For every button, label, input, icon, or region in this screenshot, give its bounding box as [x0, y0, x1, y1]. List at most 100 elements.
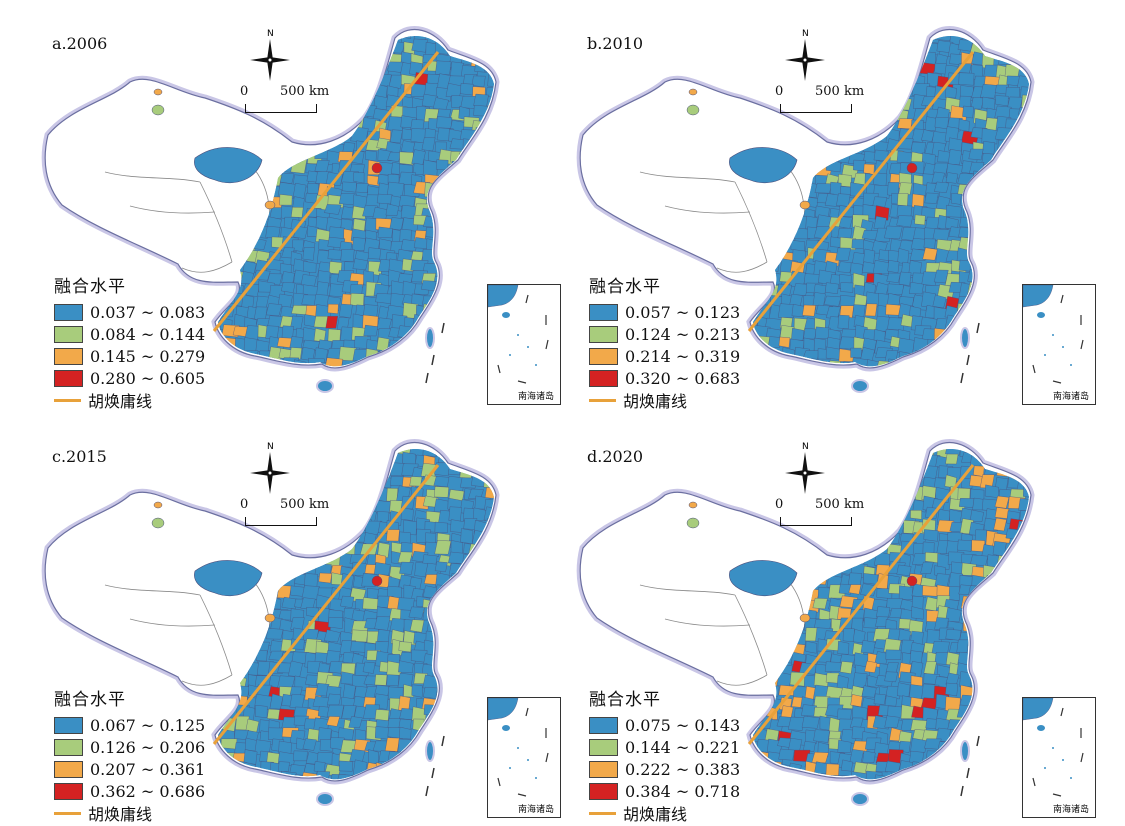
prefecture-cell — [303, 783, 320, 797]
prefecture-cell — [242, 283, 260, 297]
prefecture-cell — [348, 716, 363, 729]
prefecture-cell — [439, 184, 453, 199]
pocket-region — [153, 501, 163, 509]
prefecture-cell — [888, 465, 905, 479]
prefecture-cell — [435, 292, 453, 309]
legend-label: 0.126 ~ 0.206 — [90, 737, 206, 757]
prefecture-cell — [961, 477, 973, 489]
prefecture-cell — [1009, 237, 1026, 251]
pocket-region — [688, 88, 698, 96]
prefecture-cell — [971, 339, 985, 356]
prefecture-cell — [462, 753, 478, 765]
legend-label: 0.144 ~ 0.221 — [625, 737, 741, 757]
prefecture-cell — [473, 782, 487, 797]
legend-label: 0.057 ~ 0.123 — [625, 302, 741, 322]
prefecture-cell — [934, 62, 947, 75]
china-map — [576, 26, 1047, 393]
prefecture-cell — [1031, 618, 1049, 629]
prefecture-cell — [756, 371, 770, 384]
prefecture-cell — [460, 192, 474, 203]
prefecture-cell — [837, 314, 850, 329]
prefecture-cell — [340, 671, 354, 685]
prefecture-cell — [355, 183, 369, 193]
prefecture-cell — [1006, 617, 1019, 629]
prefecture-cell — [485, 618, 494, 633]
prefecture-cell — [451, 326, 469, 341]
prefecture-cell — [363, 35, 380, 46]
prefecture-cell — [843, 50, 858, 61]
prefecture-cell — [440, 786, 456, 799]
prefecture-cell — [318, 35, 333, 49]
prefecture-cell — [862, 750, 876, 763]
prefecture-cell — [305, 674, 319, 687]
prefecture-cell — [498, 238, 512, 251]
region-class-1-west — [194, 147, 263, 184]
scale-bar: 0 500 km — [240, 84, 330, 116]
prefecture-cell — [1033, 520, 1051, 533]
prefecture-cell — [967, 609, 985, 621]
prefecture-cell — [778, 303, 796, 318]
prefecture-cell — [471, 448, 487, 457]
prefecture-cell — [340, 249, 355, 262]
pocket-region — [799, 613, 811, 623]
prefecture-cell — [498, 477, 514, 490]
prefecture-cell — [1034, 596, 1048, 607]
prefecture-cell — [956, 760, 975, 776]
prefecture-cell — [329, 451, 348, 465]
prefecture-cell — [306, 35, 321, 44]
prefecture-cell — [279, 194, 293, 206]
prefecture-cell — [450, 717, 469, 734]
prefecture-cell — [969, 707, 986, 722]
legend-label: 0.124 ~ 0.213 — [625, 324, 741, 344]
prefecture-cell — [934, 573, 950, 587]
prefecture-cell — [459, 291, 472, 308]
prefecture-cell — [987, 335, 1003, 348]
prefecture-cell — [218, 707, 224, 721]
prefecture-cell — [377, 226, 393, 239]
prefecture-cell — [350, 96, 366, 109]
prefecture-cell — [219, 60, 236, 71]
prefecture-cell — [995, 727, 1014, 741]
legend-label: 0.075 ~ 0.143 — [625, 715, 741, 735]
prefecture-cell — [995, 349, 1011, 364]
south-china-sea-inset: 南海诸岛 — [487, 284, 561, 405]
prefecture-cell — [438, 325, 455, 337]
prefecture-cell — [218, 485, 220, 497]
prefecture-cell — [474, 574, 487, 588]
prefecture-cell — [448, 272, 461, 287]
panel-title: a.2006 — [52, 34, 108, 53]
prefecture-cell — [886, 448, 903, 455]
prefecture-cell — [398, 641, 412, 653]
pocket-region — [264, 200, 276, 210]
prefecture-cell — [437, 617, 453, 632]
prefecture-cell — [469, 682, 484, 694]
region-class-1-west — [729, 147, 798, 184]
prefecture-cell — [923, 529, 939, 542]
legend-item: 0.222 ~ 0.383 — [589, 758, 740, 780]
prefecture-cell — [1033, 553, 1046, 566]
prefecture-cell — [1020, 452, 1029, 464]
hu-huanyong-line — [747, 51, 975, 332]
prefecture-cell — [294, 448, 309, 458]
prefecture-cell — [781, 370, 799, 381]
prefecture-cell — [998, 271, 1014, 285]
prefecture-cell — [865, 303, 878, 317]
prefecture-cell — [909, 786, 921, 798]
prefecture-cell — [473, 729, 487, 743]
prefecture-cell — [1030, 171, 1047, 183]
scale-zero: 0 — [775, 497, 784, 512]
prefecture-cell — [812, 292, 826, 307]
prefecture-cell — [841, 454, 857, 470]
prefecture-cell — [364, 49, 378, 61]
prefecture-cell — [778, 336, 791, 348]
prefecture-cell — [864, 517, 884, 533]
prefecture-cell — [341, 453, 357, 469]
prefecture-cell — [330, 60, 344, 73]
prefecture-cell — [945, 682, 959, 697]
prefecture-cell — [223, 38, 240, 56]
province-boundary — [129, 618, 216, 627]
prefecture-cell — [898, 271, 912, 286]
prefecture-cell — [497, 661, 512, 672]
prefecture-cell — [415, 348, 430, 361]
prefecture-cell — [1006, 674, 1022, 690]
